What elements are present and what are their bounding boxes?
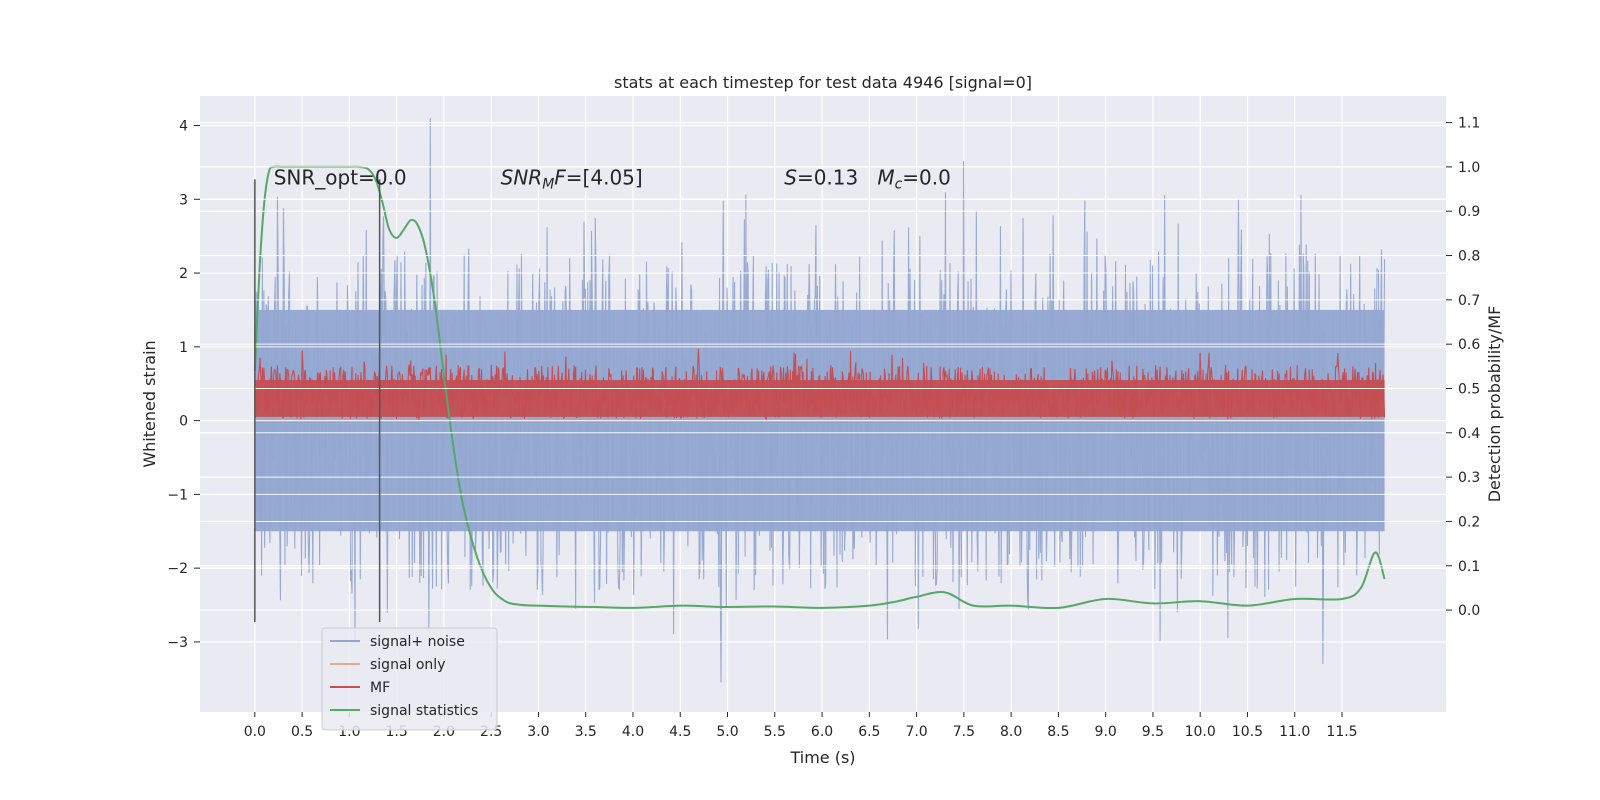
y2-tick-label: 1.0 [1458,160,1480,176]
legend-box [321,627,498,731]
y2-tick-label: 0.8 [1458,249,1480,265]
series-mf [254,348,1386,421]
x-tick-label: 4.0 [622,724,644,740]
x-tick-label: 8.0 [1000,724,1022,740]
y-tick-label: −1 [167,487,188,503]
x-tick-label: 7.5 [953,724,975,740]
y2-tick-label: 0.6 [1458,337,1480,353]
x-tick-label: 6.0 [811,724,833,740]
y-tick-label: 2 [179,266,188,282]
x-tick-label: 11.0 [1279,724,1310,740]
x-tick-label: 10.5 [1232,724,1263,740]
y2-tick-label: 0.4 [1458,426,1480,442]
y2-tick-label: 0.5 [1458,381,1480,397]
legend-label: signal statistics [370,703,478,719]
annotation-3: S=0.13 Mc=0.0 [784,166,951,193]
y-tick-label: 1 [179,340,188,356]
y2-tick-label: 0.3 [1458,470,1480,486]
legend: signal+ noise signal only MF signal statist… [321,627,498,731]
x-tick-label: 6.5 [858,724,880,740]
x-tick-label: 3.5 [575,724,597,740]
y2-tick-label: 1.1 [1458,116,1480,132]
legend-label: signal+ noise [370,634,465,650]
legend-label: signal only [370,657,445,673]
y-tick-label: 0 [179,414,188,430]
y2-tick-label: 0.9 [1458,204,1480,220]
y2-tick-label: 0.7 [1458,293,1480,309]
x-tick-label: 5.5 [764,724,786,740]
annotation-2: SNRMF=[4.05] [501,166,643,193]
chart-title: stats at each timestep for test data 494… [614,73,1032,92]
x-tick-label: 7.0 [905,724,927,740]
y2-tick-label: 0.2 [1458,514,1480,530]
y2-tick-label: 0.0 [1458,603,1480,619]
x-axis-label: Time (s) [789,748,855,767]
x-tick-label: 0.0 [244,724,266,740]
x-tick-label: 8.5 [1047,724,1069,740]
y-tick-label: 3 [179,192,188,208]
y-axis-left: −3 −2 −1 0 1 2 3 4 [167,119,200,651]
annotations: SNR_opt=0.0 SNRMF=[4.05] S=0.13 Mc=0.0 [274,166,951,193]
y-tick-label: 4 [179,119,188,135]
y-axis-label: Whitened strain [140,340,159,467]
vertical-markers [254,179,381,622]
x-tick-label: 4.5 [669,724,691,740]
y2-tick-label: 0.1 [1458,559,1480,575]
legend-label: MF [370,680,390,696]
x-tick-label: 10.0 [1185,724,1216,740]
x-tick-label: 9.5 [1142,724,1164,740]
x-tick-label: 11.5 [1326,724,1357,740]
y-axis-right: 0.0 0.1 0.2 0.3 0.4 0.5 0.6 0.7 0.8 0.9 1.0 1.1 [1446,116,1480,619]
x-tick-label: 0.5 [291,724,313,740]
y2-axis-label: Detection probability/MF [1485,306,1504,503]
x-tick-label: 5.0 [716,724,738,740]
y-tick-label: −3 [167,635,188,651]
annotation-1: SNR_opt=0.0 [274,166,407,190]
x-tick-label: 9.0 [1095,724,1117,740]
y-tick-label: −2 [167,561,188,577]
x-axis: 0.0 0.5 1.0 1.5 2.0 2.5 3.0 3.5 4.0 4.5 5.0 5.5 6.0 6… [244,712,1358,740]
x-tick-label: 3.0 [527,724,549,740]
